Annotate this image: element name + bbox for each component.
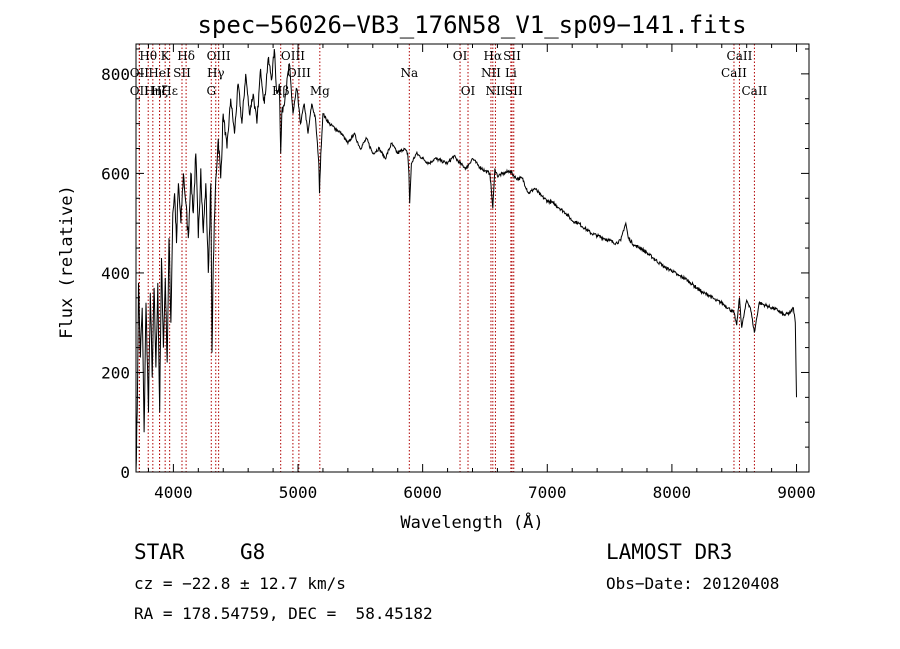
line-label: Na bbox=[400, 66, 418, 80]
x-axis-ticks: 4000 5000 6000 7000 8000 9000 bbox=[147, 44, 816, 502]
x-axis-label: Wavelength (Å) bbox=[400, 511, 543, 533]
x-tick-label: 5000 bbox=[279, 483, 318, 502]
line-label: Hα bbox=[484, 49, 503, 63]
redshift-value: cz = −22.8 ± 12.7 km/s bbox=[134, 574, 346, 593]
y-tick-label: 400 bbox=[101, 264, 130, 283]
line-label: Li bbox=[505, 66, 517, 80]
line-label: Hθ bbox=[139, 49, 157, 63]
line-label: NII bbox=[485, 84, 505, 98]
x-tick-label: 7000 bbox=[528, 483, 567, 502]
line-label: Hε bbox=[161, 84, 178, 98]
line-label: OIII bbox=[287, 66, 311, 80]
line-label: OIII bbox=[281, 49, 305, 63]
line-label: OI bbox=[453, 49, 468, 63]
line-label: CaII bbox=[727, 49, 753, 63]
line-label: HeI bbox=[148, 66, 171, 80]
y-tick-label: 0 bbox=[120, 463, 130, 482]
observation-date: Obs−Date: 20120408 bbox=[606, 574, 780, 593]
y-tick-label: 200 bbox=[101, 363, 130, 382]
flux-series bbox=[135, 48, 797, 473]
x-tick-label: 6000 bbox=[403, 483, 442, 502]
emission-line-markers bbox=[138, 44, 755, 472]
coordinates: RA = 178.54759, DEC = 58.45182 bbox=[134, 604, 433, 623]
line-label: OIII bbox=[207, 49, 231, 63]
x-tick-label: 9000 bbox=[777, 483, 816, 502]
line-label: Hζ bbox=[151, 84, 168, 98]
line-label: CaII bbox=[721, 66, 747, 80]
x-tick-label: 8000 bbox=[653, 483, 692, 502]
line-label: OII bbox=[130, 66, 150, 80]
line-label: SII bbox=[173, 66, 191, 80]
line-label: Hη bbox=[144, 84, 162, 98]
y-axis-label: Flux (relative) bbox=[57, 185, 77, 339]
line-label: OII bbox=[130, 84, 150, 98]
y-axis-ticks: 0 200 400 600 800 bbox=[101, 48, 809, 482]
line-label: SII bbox=[505, 84, 523, 98]
line-label: SII bbox=[503, 49, 521, 63]
line-label: NII bbox=[481, 66, 501, 80]
line-label: OI bbox=[461, 84, 476, 98]
object-class: STAR bbox=[134, 540, 185, 564]
line-label: Hγ bbox=[207, 66, 225, 80]
chart-title: spec−56026−VB3_176N58_V1_sp09−141.fits bbox=[197, 11, 746, 39]
y-tick-label: 600 bbox=[101, 164, 130, 183]
line-label: Hδ bbox=[177, 49, 195, 63]
object-subclass: G8 bbox=[240, 540, 266, 564]
survey-name: LAMOST DR3 bbox=[606, 540, 733, 564]
line-label: G bbox=[206, 84, 216, 98]
line-label: CaII bbox=[741, 84, 767, 98]
x-tick-label: 4000 bbox=[154, 483, 193, 502]
line-label: K bbox=[161, 49, 171, 63]
y-tick-label: 800 bbox=[101, 65, 130, 84]
line-label: Mg bbox=[310, 84, 330, 98]
